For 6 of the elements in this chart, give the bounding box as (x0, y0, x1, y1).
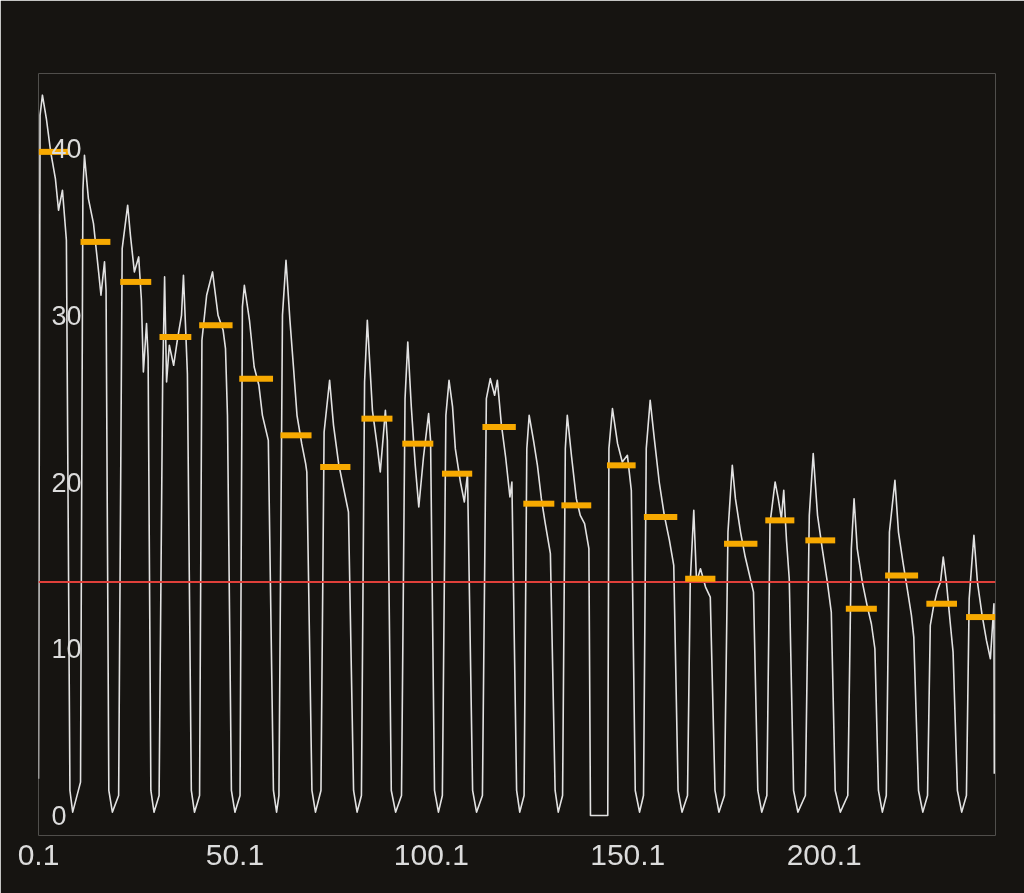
x-tick-label: 100.1 (393, 837, 469, 871)
x-tick-label: 200.1 (786, 837, 862, 871)
x-tick-label: 0.1 (17, 837, 60, 871)
x-tick-label: 150.1 (590, 837, 666, 871)
y-tick-label: 0 (51, 800, 67, 831)
x-tick-label: 50.1 (205, 837, 265, 871)
